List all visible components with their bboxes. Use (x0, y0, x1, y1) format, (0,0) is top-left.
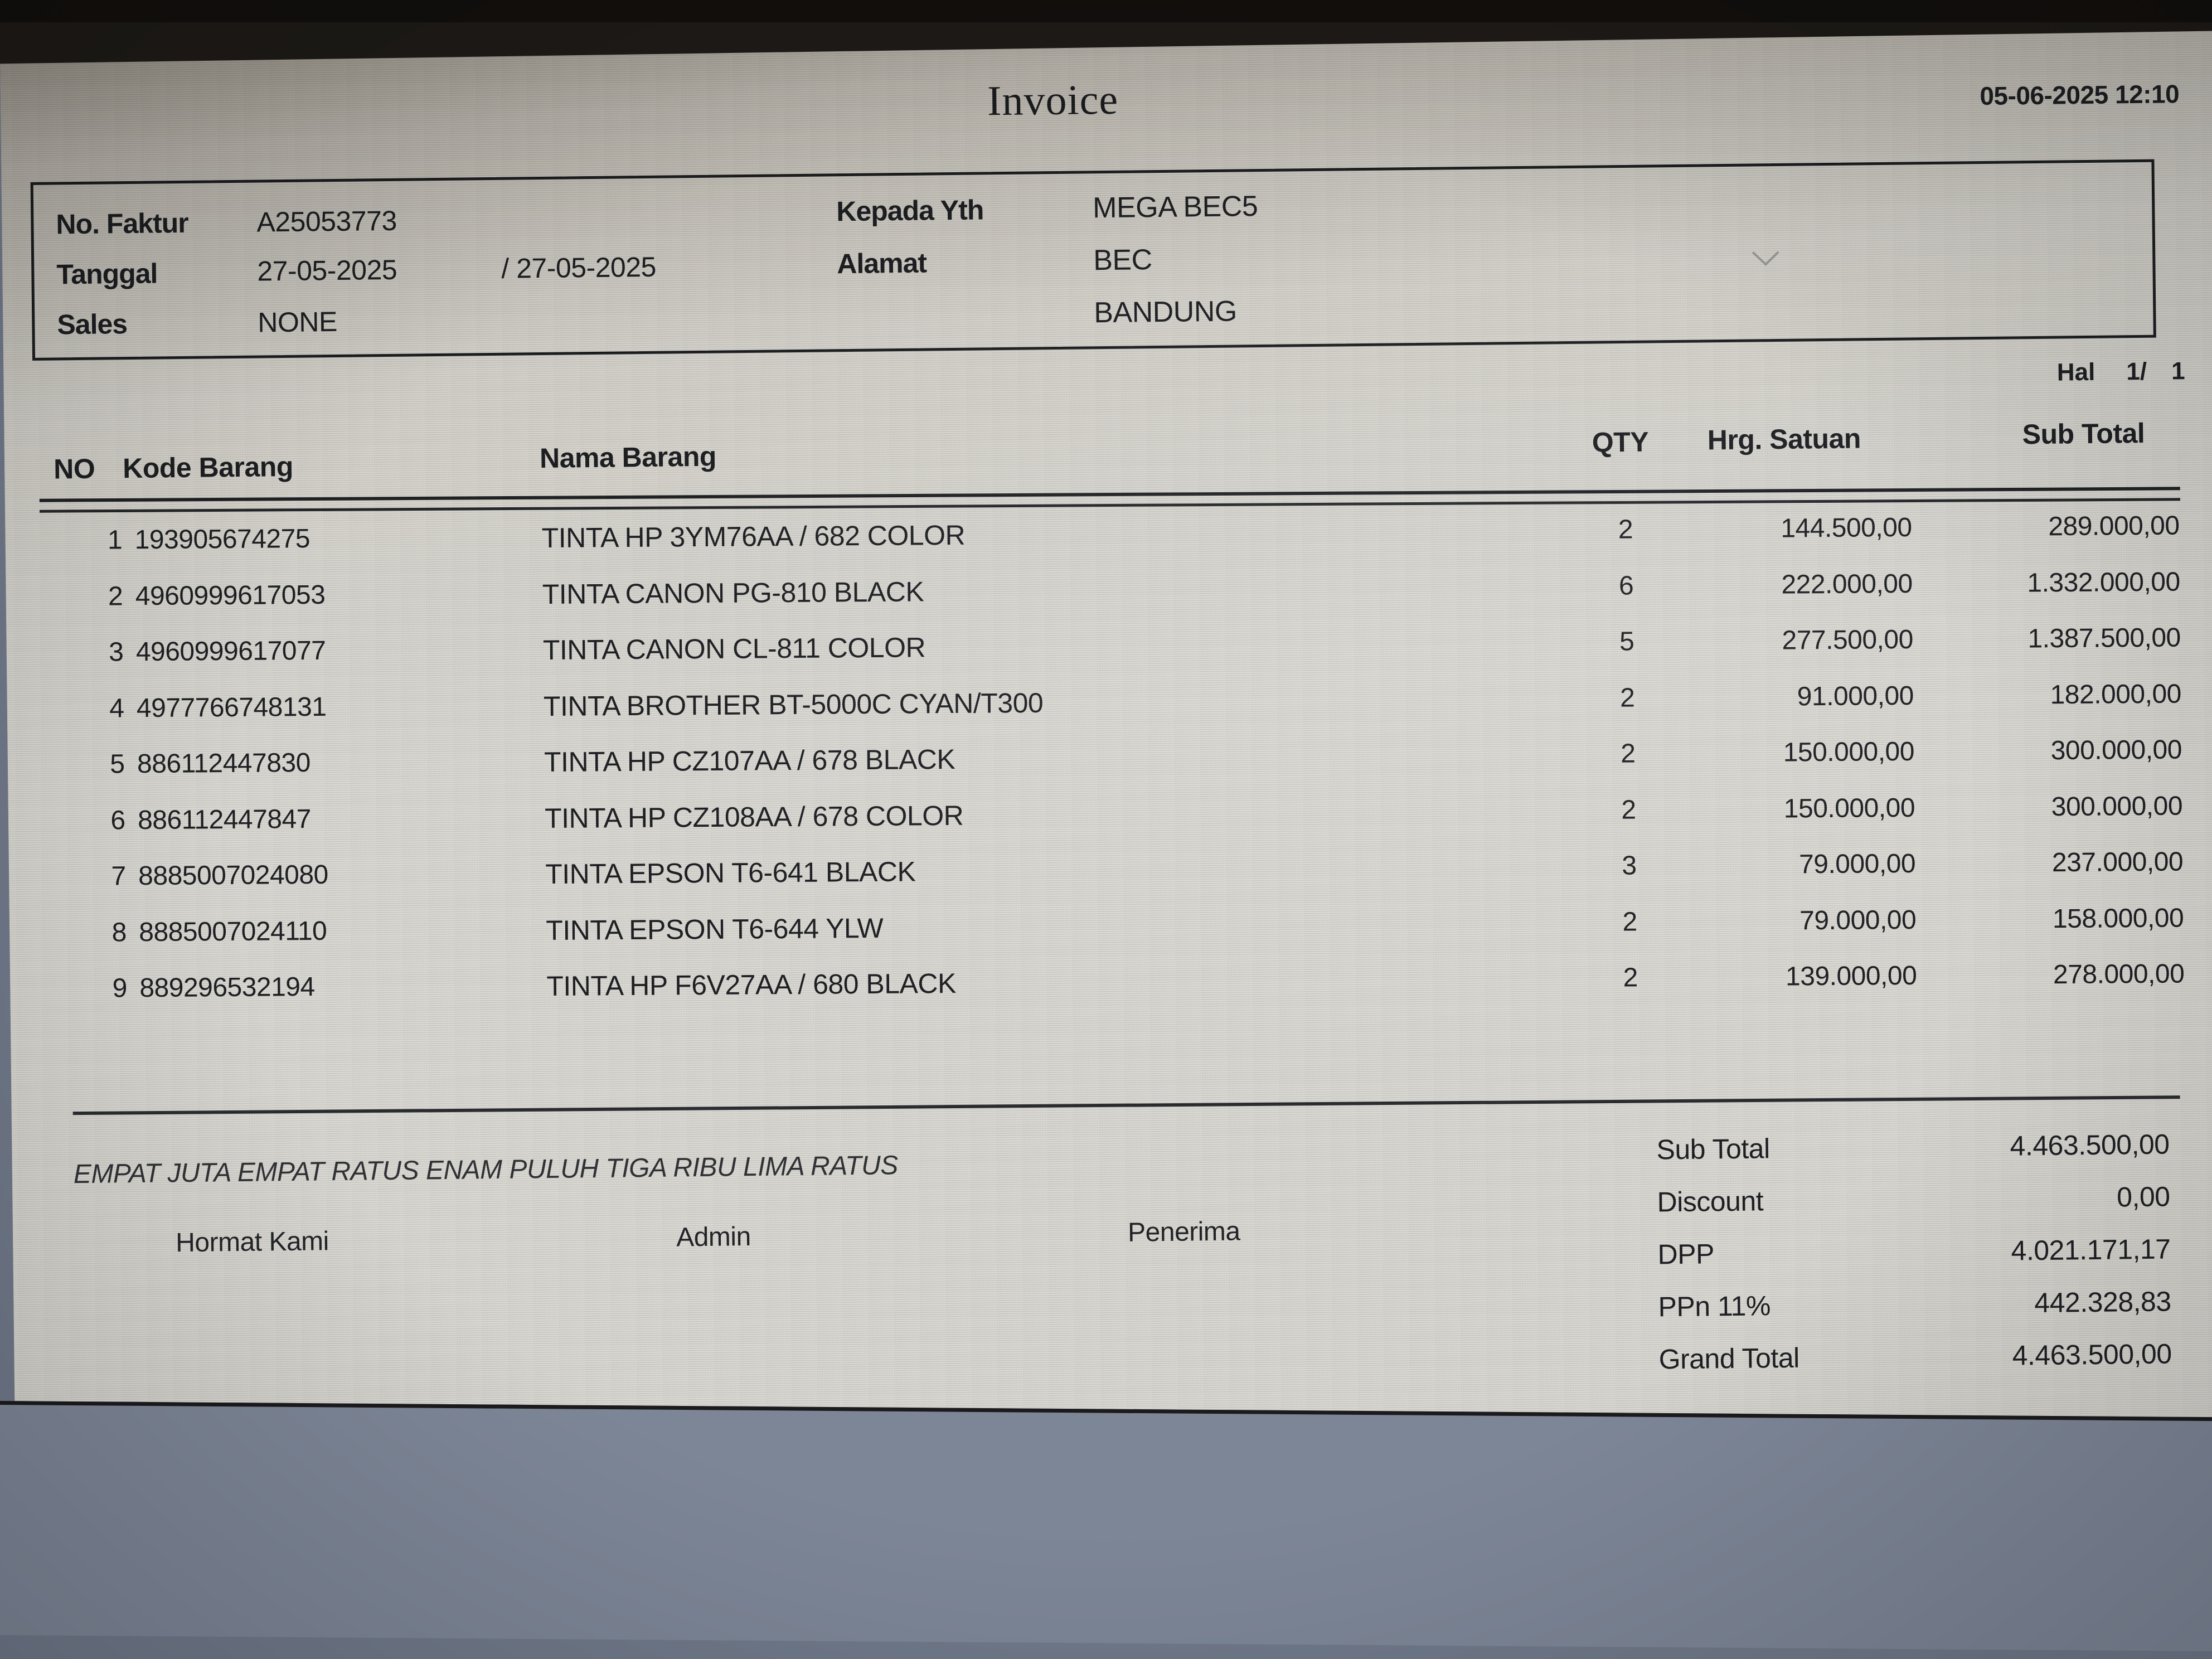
cell-no: 8 (111, 917, 127, 947)
cell-kode: 193905674275 (134, 523, 311, 555)
cell-no: 5 (110, 749, 125, 779)
cell-nama: TINTA CANON PG-810 BLACK (542, 575, 924, 610)
totals-label: PPn 11% (1658, 1290, 1771, 1323)
cell-qty: 2 (1622, 906, 1638, 937)
invoice-content: Invoice 05-06-2025 12:10 No. Faktur A250… (0, 30, 2212, 1472)
totals-row: DPP 4.021.171,17 (1657, 1233, 2171, 1291)
cell-subtotal: 237.000,00 (2051, 847, 2184, 878)
cell-subtotal: 300.000,00 (2051, 791, 2183, 822)
cell-harga: 277.500,00 (1782, 624, 1913, 656)
column-header-subtotal: Sub Total (2022, 417, 2145, 450)
cell-kode: 8885007024110 (139, 916, 327, 947)
totals-label: DPP (1657, 1238, 1715, 1270)
cell-qty: 2 (1623, 963, 1638, 993)
cell-nama: TINTA BROTHER BT-5000C CYAN/T300 (543, 687, 1044, 722)
cell-nama: TINTA HP 3YM76AA / 682 COLOR (541, 519, 966, 554)
column-header-qty: QTY (1592, 426, 1649, 458)
cell-harga: 144.500,00 (1781, 512, 1912, 544)
cell-subtotal: 182.000,00 (2050, 679, 2182, 710)
cell-subtotal: 1.387.500,00 (2027, 623, 2181, 654)
totals-value: 4.463.500,00 (2012, 1338, 2172, 1371)
cell-kode: 4977766748131 (136, 692, 327, 723)
cell-no: 2 (108, 581, 123, 612)
cell-subtotal: 1.332.000,00 (2027, 567, 2180, 598)
cell-kode: 886112447847 (137, 804, 312, 835)
column-header-nama: Nama Barang (539, 440, 717, 474)
totals-value: 4.021.171,17 (2011, 1233, 2171, 1267)
totals-label: Sub Total (1656, 1133, 1770, 1166)
cell-kode: 4960999617053 (135, 580, 326, 611)
cell-no: 4 (109, 693, 125, 724)
cell-kode: 8885007024080 (138, 860, 328, 891)
cell-qty: 2 (1621, 794, 1637, 825)
cell-nama: TINTA CANON CL-811 COLOR (542, 632, 926, 666)
cell-nama: TINTA HP F6V27AA / 680 BLACK (546, 967, 957, 1002)
totals-row: Grand Total 4.463.500,00 (1658, 1337, 2172, 1395)
column-header-kode: Kode Barang (122, 450, 294, 484)
signature-label-hormat-kami: Hormat Kami (175, 1226, 329, 1258)
totals-value: 0,00 (2116, 1181, 2170, 1213)
cell-harga: 79.000,00 (1798, 848, 1916, 880)
totals-panel: Sub Total 4.463.500,00 Discount 0,00 DPP 4.02… (1656, 1128, 2172, 1395)
cell-qty: 5 (1619, 627, 1634, 657)
totals-label: Discount (1657, 1185, 1764, 1218)
cell-nama: TINTA HP CZ107AA / 678 BLACK (544, 743, 955, 778)
totals-row: Sub Total 4.463.500,00 (1656, 1128, 2170, 1186)
signature-label-admin: Admin (676, 1222, 751, 1253)
totals-value: 442.328,83 (2034, 1286, 2171, 1319)
totals-row: Discount 0,00 (1657, 1180, 2170, 1238)
cell-no: 9 (112, 973, 128, 1003)
totals-row: PPn 11% 442.328,83 (1658, 1285, 2171, 1343)
cell-kode: 4960999617077 (135, 636, 326, 667)
invoice-document-window: Invoice 05-06-2025 12:10 No. Faktur A250… (0, 29, 2212, 1514)
cell-harga: 222.000,00 (1781, 569, 1913, 600)
cell-qty: 3 (1622, 851, 1637, 881)
cell-qty: 6 (1618, 570, 1634, 601)
column-header-harga: Hrg. Satuan (1707, 423, 1861, 456)
cell-kode: 886112447830 (137, 748, 311, 779)
cell-harga: 91.000,00 (1797, 681, 1914, 711)
cell-no: 1 (107, 525, 123, 555)
cell-nama: TINTA HP CZ108AA / 678 COLOR (544, 799, 964, 834)
desktop-background-strip (0, 1400, 2212, 1652)
cell-harga: 79.000,00 (1799, 905, 1917, 935)
cell-qty: 2 (1618, 515, 1633, 545)
cell-nama: TINTA EPSON T6-641 BLACK (545, 856, 916, 890)
table-bottom-rule (72, 1095, 2180, 1115)
cell-subtotal: 158.000,00 (2052, 903, 2184, 934)
signature-label-penerima: Penerima (1127, 1216, 1240, 1248)
cell-harga: 139.000,00 (1785, 961, 1917, 992)
monitor-bezel-edge (0, 0, 2212, 22)
cell-nama: TINTA EPSON T6-644 YLW (546, 912, 884, 946)
totals-value: 4.463.500,00 (2010, 1128, 2170, 1162)
cell-harga: 150.000,00 (1783, 736, 1915, 768)
cell-no: 7 (111, 861, 127, 891)
cell-harga: 150.000,00 (1783, 793, 1915, 824)
cell-no: 3 (108, 637, 124, 667)
cell-no: 6 (110, 805, 126, 835)
cell-subtotal: 300.000,00 (2050, 735, 2182, 766)
column-header-no: NO (53, 453, 95, 485)
cell-subtotal: 289.000,00 (2048, 511, 2180, 542)
cell-kode: 889296532194 (139, 972, 315, 1003)
totals-label: Grand Total (1658, 1342, 1800, 1375)
cell-subtotal: 278.000,00 (2053, 959, 2185, 990)
cell-qty: 2 (1619, 682, 1636, 713)
cell-qty: 2 (1621, 739, 1636, 769)
